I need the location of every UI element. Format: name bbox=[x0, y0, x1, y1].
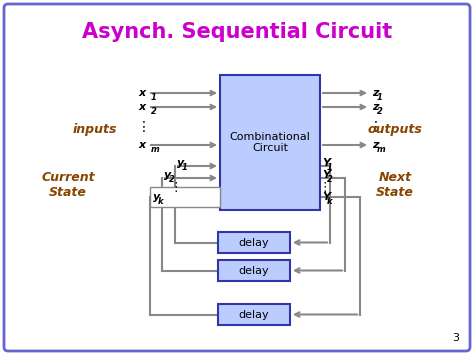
Bar bbox=[218, 304, 290, 325]
Bar bbox=[218, 260, 290, 281]
Bar bbox=[218, 232, 290, 253]
Text: Current
State: Current State bbox=[41, 171, 95, 199]
Text: y: y bbox=[177, 158, 184, 168]
Text: delay: delay bbox=[239, 266, 269, 275]
Text: 1: 1 bbox=[327, 164, 333, 173]
Text: 3: 3 bbox=[452, 333, 459, 343]
Text: ⋮: ⋮ bbox=[319, 181, 331, 195]
Text: ⋮: ⋮ bbox=[170, 181, 182, 195]
Text: 1: 1 bbox=[182, 164, 188, 173]
Text: Asynch. Sequential Circuit: Asynch. Sequential Circuit bbox=[82, 22, 392, 42]
Text: 1: 1 bbox=[377, 93, 383, 103]
Text: x: x bbox=[139, 88, 146, 98]
Text: y: y bbox=[164, 170, 171, 180]
Text: 2: 2 bbox=[169, 175, 175, 185]
Text: ⋮: ⋮ bbox=[369, 120, 383, 134]
Text: 2: 2 bbox=[377, 108, 383, 116]
Text: Next
State: Next State bbox=[376, 171, 414, 199]
Bar bbox=[150, 187, 220, 207]
Text: z: z bbox=[372, 88, 379, 98]
Text: Y: Y bbox=[322, 192, 330, 202]
Text: z: z bbox=[372, 140, 379, 150]
Text: inputs: inputs bbox=[73, 124, 117, 137]
Text: k: k bbox=[158, 197, 164, 207]
Text: x: x bbox=[139, 102, 146, 112]
Text: k: k bbox=[327, 197, 333, 207]
Text: m: m bbox=[377, 146, 386, 154]
Text: 2: 2 bbox=[327, 175, 333, 185]
Text: Y: Y bbox=[322, 170, 330, 180]
Text: delay: delay bbox=[239, 237, 269, 247]
Text: outputs: outputs bbox=[367, 124, 422, 137]
FancyBboxPatch shape bbox=[4, 4, 470, 351]
Bar bbox=[220, 75, 320, 210]
Text: y: y bbox=[153, 192, 160, 202]
Text: m: m bbox=[151, 146, 160, 154]
Text: ⋮: ⋮ bbox=[137, 120, 151, 134]
Text: Y: Y bbox=[322, 158, 330, 168]
Text: x: x bbox=[139, 140, 146, 150]
Text: z: z bbox=[372, 102, 379, 112]
Text: delay: delay bbox=[239, 310, 269, 320]
Text: 2: 2 bbox=[151, 108, 157, 116]
Text: Combinational
Circuit: Combinational Circuit bbox=[229, 132, 310, 153]
Text: 1: 1 bbox=[151, 93, 157, 103]
